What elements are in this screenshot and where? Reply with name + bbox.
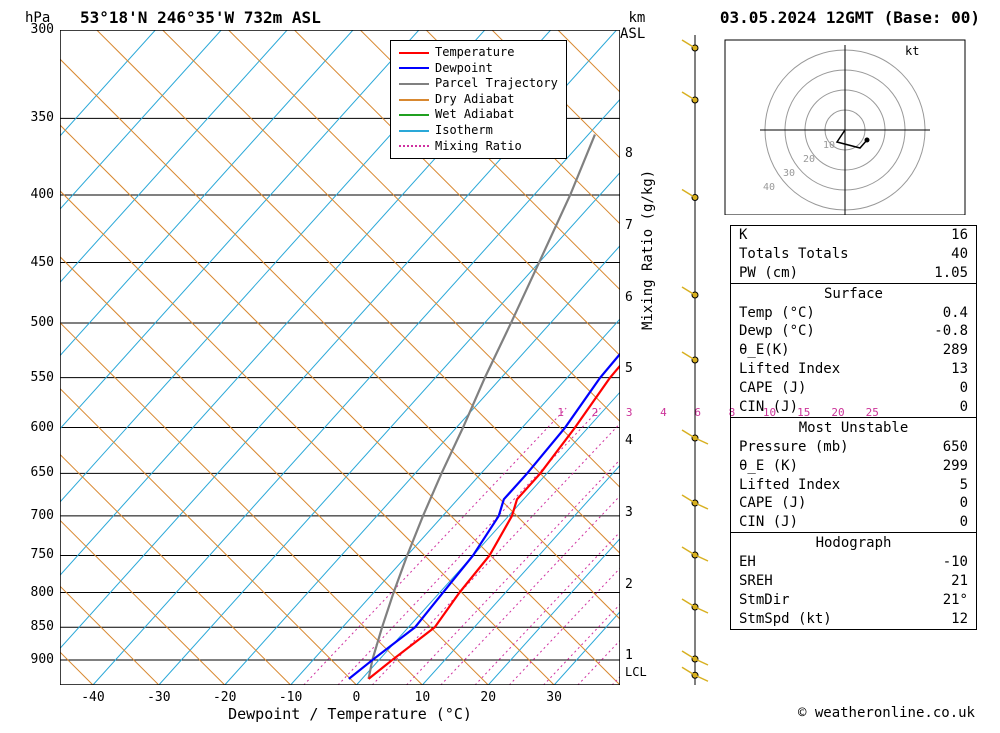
svg-text:10: 10 (823, 140, 835, 151)
mixing-ratio-axis-label: Mixing Ratio (g/kg) (640, 170, 656, 330)
svg-text:kt: kt (905, 44, 919, 58)
x-axis-label: Dewpoint / Temperature (°C) (200, 705, 500, 723)
hodograph: kt 10 20 30 40 (720, 35, 970, 215)
svg-text:20: 20 (803, 154, 815, 165)
lcl-marker: LCL (625, 665, 647, 679)
svg-text:30: 30 (783, 168, 795, 179)
datetime-title: 03.05.2024 12GMT (Base: 00) (720, 8, 980, 27)
skewt-container: 53°18'N 246°35'W 732m ASL 03.05.2024 12G… (0, 0, 1000, 733)
location-title: 53°18'N 246°35'W 732m ASL (80, 8, 321, 27)
wind-barb-column (680, 30, 710, 690)
indices-table: K16Totals Totals40PW (cm)1.05SurfaceTemp… (730, 225, 977, 630)
copyright: © weatheronline.co.uk (798, 705, 975, 721)
y-axis-right-label: km ASL (620, 10, 645, 42)
svg-text:40: 40 (763, 182, 775, 193)
legend: TemperatureDewpointParcel TrajectoryDry … (390, 40, 567, 159)
